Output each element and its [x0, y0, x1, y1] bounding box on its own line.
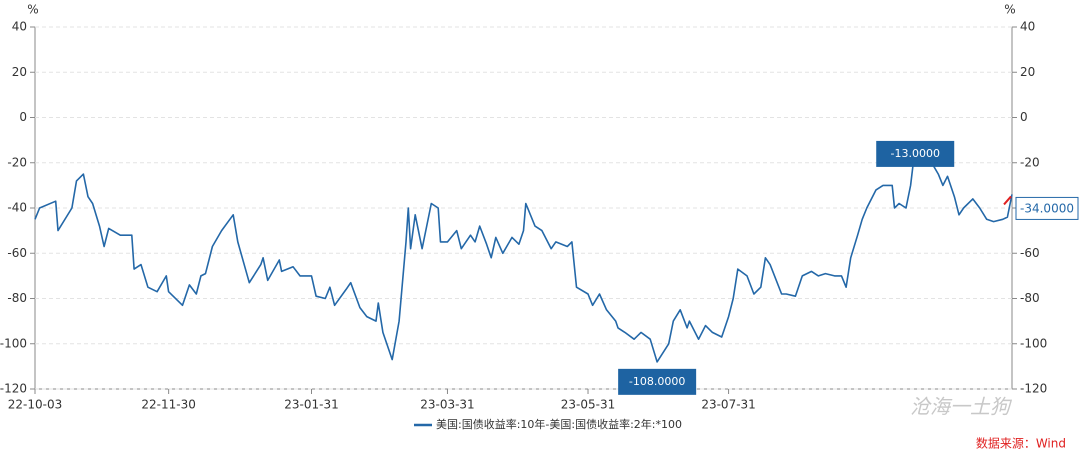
label-box — [1015, 196, 1079, 220]
watermark: 沧海一土狗 — [910, 395, 1013, 419]
x-tick-label: 23-01-31 — [284, 398, 338, 412]
x-tick-label: 23-05-31 — [561, 398, 615, 412]
pointer-arrow — [1003, 195, 1012, 206]
label-box — [876, 140, 955, 167]
y2-tick-label: 20 — [1020, 65, 1035, 79]
value-label: -108.0000 — [629, 375, 685, 388]
y2-tick-label: -60 — [1020, 246, 1040, 260]
y2-tick-label: -20 — [1020, 155, 1040, 169]
y-tick-label: -80 — [7, 291, 27, 305]
y-tick-label: -40 — [7, 201, 27, 215]
value-label: -34.0000 — [1020, 201, 1074, 215]
y2-tick-label: -120 — [1020, 382, 1047, 396]
y-tick-label: 0 — [19, 110, 27, 124]
x-tick-label: 23-03-31 — [420, 398, 474, 412]
y-tick-label: -100 — [0, 336, 27, 350]
y2-tick-label: 40 — [1020, 20, 1035, 34]
legend-label[interactable]: 美国:国债收益率:10年-美国:国债收益率:2年:*100 — [436, 417, 682, 431]
y2-tick-label: -100 — [1020, 336, 1047, 350]
y-tick-label: 20 — [12, 65, 27, 79]
x-tick-label: 22-11-30 — [141, 398, 195, 412]
y-tick-label: -20 — [7, 155, 27, 169]
source: 数据来源：Wind — [976, 436, 1066, 451]
label-box — [618, 368, 697, 395]
x-tick-label: 22-10-03 — [8, 398, 62, 412]
data-line — [34, 146, 1013, 363]
value-label: -13.0000 — [890, 147, 939, 160]
y-unit: % — [27, 3, 38, 17]
x-tick-label: 23-07-31 — [701, 398, 755, 412]
y-tick-label: 40 — [12, 20, 27, 34]
y2-unit: % — [1004, 3, 1015, 17]
y2-tick-label: 0 — [1020, 110, 1028, 124]
y-tick-label: -120 — [0, 382, 27, 396]
y2-tick-label: -80 — [1020, 291, 1040, 305]
y-tick-label: -60 — [7, 246, 27, 260]
